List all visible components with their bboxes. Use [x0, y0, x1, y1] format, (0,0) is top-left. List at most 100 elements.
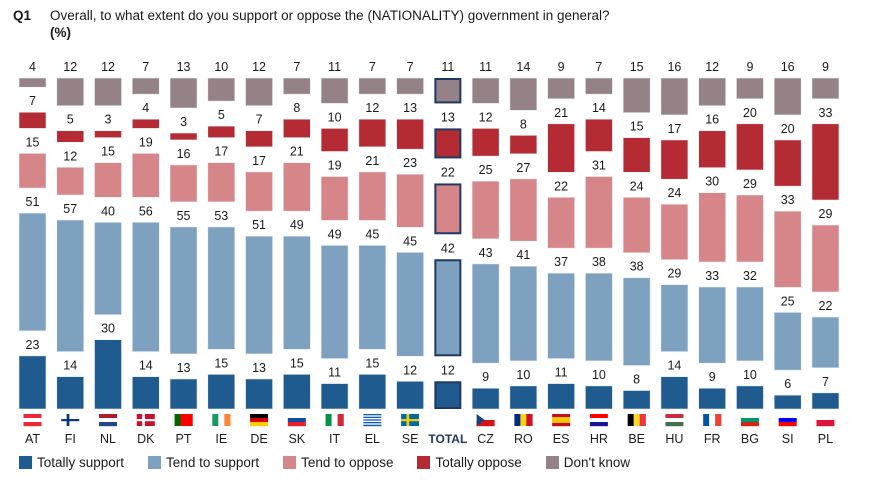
category-label: IT	[329, 432, 340, 446]
data-label: 9	[482, 370, 489, 384]
spain-flag	[552, 414, 571, 427]
category-label: PL	[818, 432, 833, 446]
bar-segment-tend-to-support	[585, 272, 613, 362]
data-label: 17	[252, 154, 266, 168]
data-label: 37	[554, 255, 568, 269]
bar-segment-dont-know	[660, 77, 689, 116]
data-label: 41	[516, 248, 530, 262]
data-label: 7	[29, 94, 36, 108]
bar-segment-tend-to-oppose	[169, 164, 198, 203]
data-label: 5	[218, 108, 225, 122]
bar-segment-tend-to-oppose	[283, 162, 311, 212]
data-label: 16	[781, 60, 795, 74]
czechia-flag-stripe	[476, 414, 495, 421]
data-label: 3	[180, 115, 187, 129]
bar-segment-tend-to-oppose	[18, 153, 47, 189]
data-label: 13	[177, 361, 191, 375]
bar-segment-tend-to-support	[471, 263, 500, 364]
portugal-flag	[174, 414, 193, 426]
data-label: 40	[101, 204, 115, 218]
bar-segment-tend-to-support	[131, 222, 160, 352]
denmark-flag	[136, 414, 155, 426]
data-label: 10	[214, 60, 228, 74]
legend-label: Tend to support	[166, 455, 260, 470]
bar-segment-totally-support	[396, 380, 424, 410]
data-label: 29	[743, 177, 757, 191]
data-label: 14	[516, 60, 530, 74]
legend-item-tend-to-oppose: Tend to oppose	[283, 455, 393, 470]
bar-segment-totally-oppose	[169, 132, 198, 141]
category-label: SI	[782, 432, 794, 446]
category-label: SE	[402, 432, 419, 446]
data-label: 11	[441, 60, 454, 74]
bar-segment-totally-support	[434, 381, 462, 409]
germany-flag-stripe	[250, 422, 269, 427]
data-label: 13	[441, 110, 455, 124]
data-label: 45	[365, 227, 379, 241]
category-label: BE	[628, 432, 645, 446]
bar-segment-tend-to-oppose	[131, 153, 160, 198]
italy-flag-stripe	[331, 414, 338, 426]
croatia-flag-stripe	[589, 414, 608, 419]
ireland-flag-stripe	[218, 414, 225, 426]
bulgaria-flag-stripe	[740, 422, 759, 427]
bar-segment-tend-to-support	[18, 212, 47, 332]
bar-segment-totally-support	[736, 385, 764, 410]
greece-flag-stripe	[363, 419, 382, 421]
croatia-flag-stripe	[589, 422, 608, 427]
bar-segment-dont-know	[698, 77, 726, 107]
data-label: 4	[142, 101, 149, 115]
slovakia-flag-stripe	[287, 418, 306, 423]
bar-segment-dont-know	[622, 77, 651, 113]
data-label: 42	[441, 241, 455, 255]
bar-segment-tend-to-oppose	[207, 162, 236, 203]
greece-flag-stripe	[363, 422, 382, 424]
slovakia-flag-stripe	[287, 422, 306, 427]
germany-flag	[250, 414, 269, 427]
data-label: 10	[328, 110, 342, 124]
bar-segment-totally-support	[207, 374, 236, 410]
data-label: 9	[746, 60, 753, 74]
legend-label: Totally support	[37, 455, 125, 470]
bar-segment-tend-to-support	[509, 265, 538, 362]
legend-swatch-tend-to-support	[148, 456, 162, 469]
data-label: 43	[479, 246, 493, 260]
denmark-flag-part	[136, 419, 155, 422]
hungary-flag-stripe	[665, 418, 684, 423]
data-label: 14	[667, 359, 681, 373]
bar-segment-dont-know	[773, 77, 802, 116]
data-label: 49	[290, 218, 304, 232]
bar-segment-dont-know	[320, 77, 349, 104]
data-label: 15	[101, 145, 115, 159]
data-label: 7	[369, 60, 376, 74]
category-label: CZ	[477, 432, 494, 446]
bar-segment-dont-know	[547, 77, 575, 100]
data-label: 56	[139, 204, 153, 218]
data-label: 4	[29, 60, 36, 74]
bar-segment-tend-to-oppose	[660, 203, 689, 260]
data-label: 15	[26, 135, 40, 149]
category-label: BG	[741, 432, 759, 446]
data-label: 29	[667, 267, 681, 281]
data-label: 55	[177, 209, 191, 223]
data-label: 13	[252, 361, 266, 375]
data-label: 12	[63, 60, 77, 74]
data-label: 10	[592, 368, 606, 382]
data-label: 53	[214, 209, 228, 223]
data-label: 29	[819, 207, 833, 221]
belgium-flag-stripe	[627, 414, 634, 426]
bar-segment-totally-support	[698, 387, 726, 410]
belgium-flag	[627, 414, 646, 426]
data-label: 15	[290, 356, 304, 370]
category-label: RO	[514, 432, 533, 446]
spain-flag-stripe	[552, 417, 571, 421]
data-label: 22	[441, 165, 455, 179]
bar-segment-dont-know	[245, 77, 273, 107]
czechia-flag-triangle	[476, 414, 485, 426]
bar-segment-totally-support	[471, 387, 500, 410]
data-label: 45	[403, 234, 417, 248]
legend-swatch-totally-oppose	[417, 456, 431, 469]
data-label: 15	[630, 60, 644, 74]
bar-segment-dont-know	[169, 77, 198, 109]
category-label: DE	[250, 432, 267, 446]
